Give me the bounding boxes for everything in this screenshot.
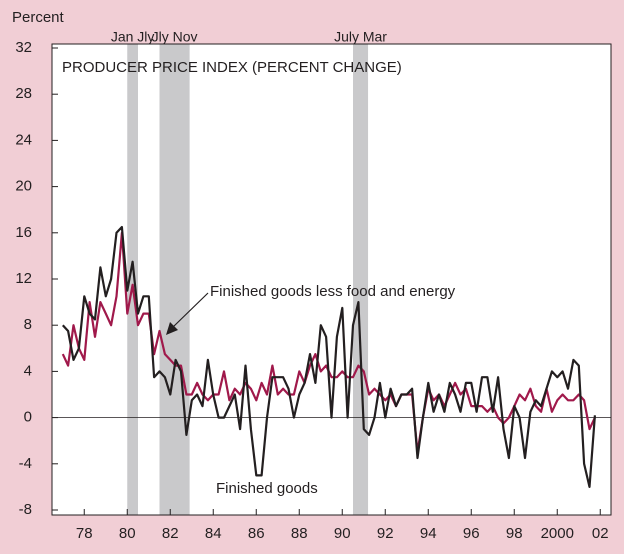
x-tick-label: 98 xyxy=(506,525,523,542)
annotation-arrow xyxy=(171,292,209,329)
x-tick-label: 90 xyxy=(334,525,351,542)
y-tick-label: 4 xyxy=(24,362,32,379)
recession-band xyxy=(353,44,369,515)
y-axis-label: Percent xyxy=(12,9,65,26)
x-tick-label: 84 xyxy=(205,525,222,542)
x-tick-label: 92 xyxy=(377,525,394,542)
y-tick-label: 28 xyxy=(15,85,32,102)
y-tick-label: 8 xyxy=(24,316,32,333)
x-tick-label: 88 xyxy=(291,525,308,542)
plot-area xyxy=(51,43,612,516)
y-tick-label: -4 xyxy=(19,455,32,472)
x-tick-label: 78 xyxy=(76,525,93,542)
x-tick-label: 94 xyxy=(420,525,437,542)
x-tick-label: 86 xyxy=(248,525,265,542)
series-line xyxy=(61,225,596,488)
arrow-head xyxy=(166,322,178,335)
recession-band xyxy=(127,44,138,515)
y-tick-label: 0 xyxy=(24,409,32,426)
y-tick-label: 24 xyxy=(15,131,32,148)
x-tick-label: 02 xyxy=(592,525,609,542)
y-tick-label: -8 xyxy=(19,501,32,518)
y-tick-label: 32 xyxy=(15,39,32,56)
x-tick-label: 82 xyxy=(162,525,179,542)
annotation: Finished goods xyxy=(216,480,318,497)
annotation: Finished goods less food and energy xyxy=(210,283,456,300)
recession-label: Jly Nov xyxy=(152,29,198,45)
x-tick-label: 96 xyxy=(463,525,480,542)
y-tick-label: 16 xyxy=(15,224,32,241)
chart-title: PRODUCER PRICE INDEX (PERCENT CHANGE) xyxy=(62,59,402,76)
x-tick-label: 2000 xyxy=(541,525,574,542)
y-tick-label: 20 xyxy=(15,178,32,195)
recession-label: July Mar xyxy=(334,29,387,45)
recession-band xyxy=(159,44,190,515)
x-tick-label: 80 xyxy=(119,525,136,542)
y-tick-label: 12 xyxy=(15,270,32,287)
recession-label: Jan Jly xyxy=(111,29,155,45)
